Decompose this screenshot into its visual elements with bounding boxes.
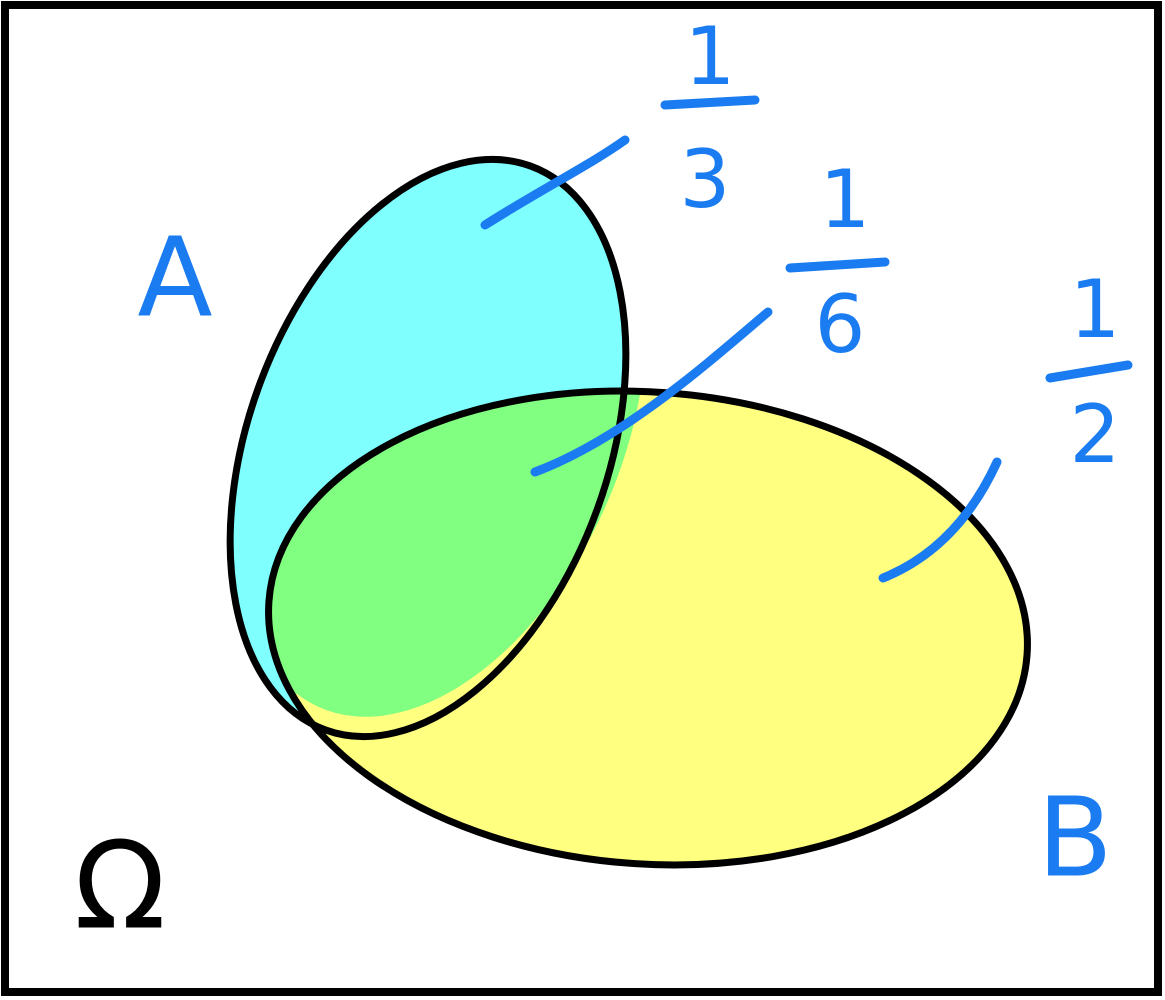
fraction-bar: [660, 95, 760, 110]
set-b-label: B: [1037, 773, 1112, 901]
fraction-denominator: 6: [815, 278, 866, 371]
fraction-bar: [1045, 360, 1133, 383]
set-a-outline: [226, 155, 630, 741]
universe-label: Ω: [74, 818, 166, 957]
fraction-denominator: 3: [680, 133, 731, 226]
pointer-line: [878, 457, 1002, 583]
pointer-line: [530, 307, 773, 477]
pointer-line: [480, 135, 630, 230]
fraction-numerator: 1: [1070, 263, 1121, 356]
fraction-numerator: 1: [820, 153, 871, 246]
fraction-bar: [785, 257, 890, 273]
set-a-label: A: [137, 213, 212, 341]
fraction-denominator: 2: [1070, 388, 1121, 481]
fraction-numerator: 1: [685, 10, 736, 103]
